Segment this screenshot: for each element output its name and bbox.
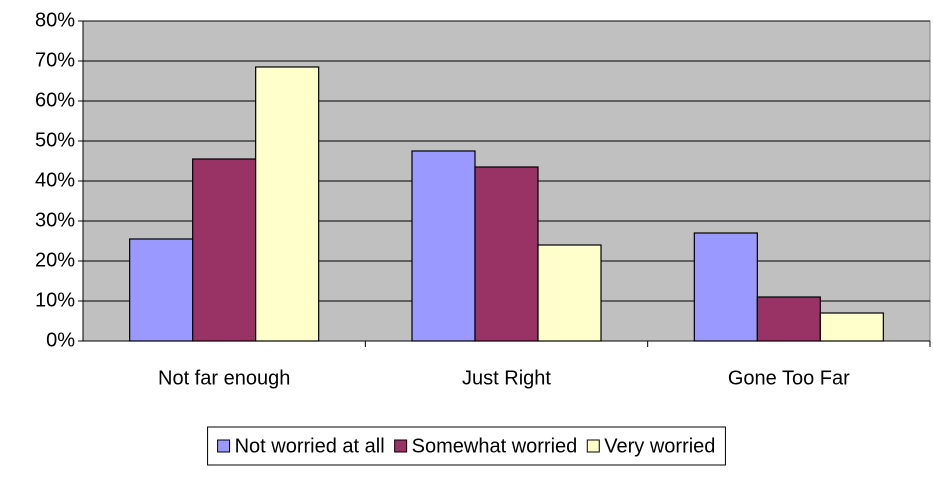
legend-label: Not worried at all (235, 435, 385, 457)
y-tick-label: 50% (35, 129, 75, 151)
y-tick-label: 60% (35, 89, 75, 111)
bar (474, 166, 539, 342)
bar (129, 238, 194, 342)
legend-swatch (394, 439, 408, 453)
y-tick-label: 0% (46, 329, 75, 351)
bar (819, 312, 884, 342)
legend-swatch (217, 439, 231, 453)
bar (255, 66, 320, 342)
x-tick-label: Not far enough (158, 367, 290, 389)
legend-box (207, 426, 726, 466)
legend-label: Very worried (604, 435, 715, 457)
legend-label: Somewhat worried (412, 435, 578, 457)
y-tick-label: 30% (35, 209, 75, 231)
legend-swatch (586, 439, 600, 453)
x-tick-label: Gone Too Far (728, 367, 850, 389)
y-tick-label: 20% (35, 249, 75, 271)
x-tick-label: Just Right (462, 367, 551, 389)
y-tick-label: 80% (35, 9, 75, 31)
bar (192, 158, 257, 342)
bar (756, 296, 821, 342)
bar (693, 232, 758, 342)
bar (411, 150, 476, 342)
y-tick-label: 70% (35, 49, 75, 71)
y-tick-label: 10% (35, 289, 75, 311)
bar (537, 244, 602, 342)
y-tick-label: 40% (35, 169, 75, 191)
